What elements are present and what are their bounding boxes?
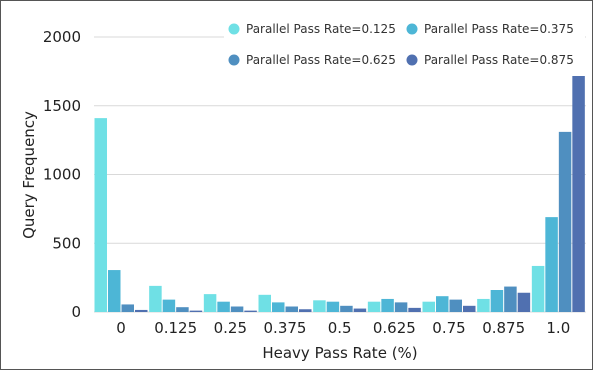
legend-marker bbox=[228, 54, 240, 66]
legend-marker bbox=[406, 23, 418, 35]
bar bbox=[244, 310, 257, 312]
x-tick-label: 0.125 bbox=[154, 319, 197, 337]
bar bbox=[367, 301, 381, 312]
legend-label: Parallel Pass Rate=0.375 bbox=[424, 22, 574, 36]
bar bbox=[108, 270, 121, 312]
x-axis-title: Heavy Pass Rate (%) bbox=[262, 344, 417, 362]
bar bbox=[490, 290, 504, 312]
x-tick-label: 0 bbox=[116, 319, 126, 337]
bar bbox=[135, 309, 148, 312]
bar bbox=[422, 301, 435, 312]
bar bbox=[394, 302, 408, 312]
x-tick-label: 1.0 bbox=[546, 319, 570, 337]
legend-label: Parallel Pass Rate=0.875 bbox=[424, 53, 574, 67]
legend: Parallel Pass Rate=0.125 Parallel Pass Ra… bbox=[224, 14, 585, 76]
bar bbox=[477, 298, 490, 312]
bar bbox=[217, 301, 230, 312]
bar bbox=[121, 304, 134, 312]
bar bbox=[517, 292, 531, 312]
bar bbox=[353, 308, 367, 312]
legend-label: Parallel Pass Rate=0.125 bbox=[246, 22, 396, 36]
x-tick-label: 0.625 bbox=[373, 319, 416, 337]
legend-label: Parallel Pass Rate=0.625 bbox=[246, 53, 396, 67]
bar bbox=[272, 302, 285, 312]
y-tick-label: 1500 bbox=[43, 97, 81, 115]
bar bbox=[558, 131, 572, 312]
bar bbox=[531, 265, 545, 312]
y-tick-label: 500 bbox=[52, 234, 81, 252]
bar bbox=[572, 48, 585, 312]
bar bbox=[189, 310, 203, 312]
y-axis-title: Query Frequency bbox=[20, 111, 38, 239]
bar bbox=[203, 294, 217, 312]
y-tick-label: 0 bbox=[71, 303, 81, 321]
bar bbox=[313, 300, 326, 312]
bar bbox=[463, 305, 476, 312]
y-tick-label: 2000 bbox=[43, 28, 81, 46]
bar bbox=[449, 299, 462, 312]
bar bbox=[162, 299, 176, 312]
x-tick-label: 0.75 bbox=[432, 319, 465, 337]
bar bbox=[545, 217, 558, 312]
bar bbox=[94, 118, 107, 312]
bar bbox=[408, 307, 421, 312]
bar bbox=[381, 298, 394, 312]
bars bbox=[94, 48, 585, 312]
bar bbox=[285, 306, 298, 312]
legend-marker bbox=[228, 23, 240, 35]
legend-marker bbox=[406, 54, 418, 66]
y-tick-label: 1000 bbox=[43, 166, 81, 184]
x-tick-label: 0.25 bbox=[214, 319, 247, 337]
y-tick-labels: 0 500 1000 1500 2000 bbox=[43, 28, 81, 321]
x-tick-label: 0.375 bbox=[264, 319, 307, 337]
bar bbox=[299, 309, 312, 312]
bar bbox=[230, 306, 244, 312]
x-tick-labels: 0 0.125 0.25 0.375 0.5 0.625 0.75 0.875 1.0 bbox=[116, 319, 570, 337]
bar bbox=[176, 307, 189, 312]
bar bbox=[258, 294, 271, 312]
x-tick-label: 0.875 bbox=[482, 319, 525, 337]
bar bbox=[326, 301, 340, 312]
legend-background bbox=[224, 14, 585, 76]
bar bbox=[436, 296, 449, 312]
gridlines bbox=[94, 36, 586, 313]
bar bbox=[504, 286, 517, 312]
x-tick-label: 0.5 bbox=[328, 319, 352, 337]
bar bbox=[340, 305, 353, 312]
bar bbox=[149, 285, 162, 312]
